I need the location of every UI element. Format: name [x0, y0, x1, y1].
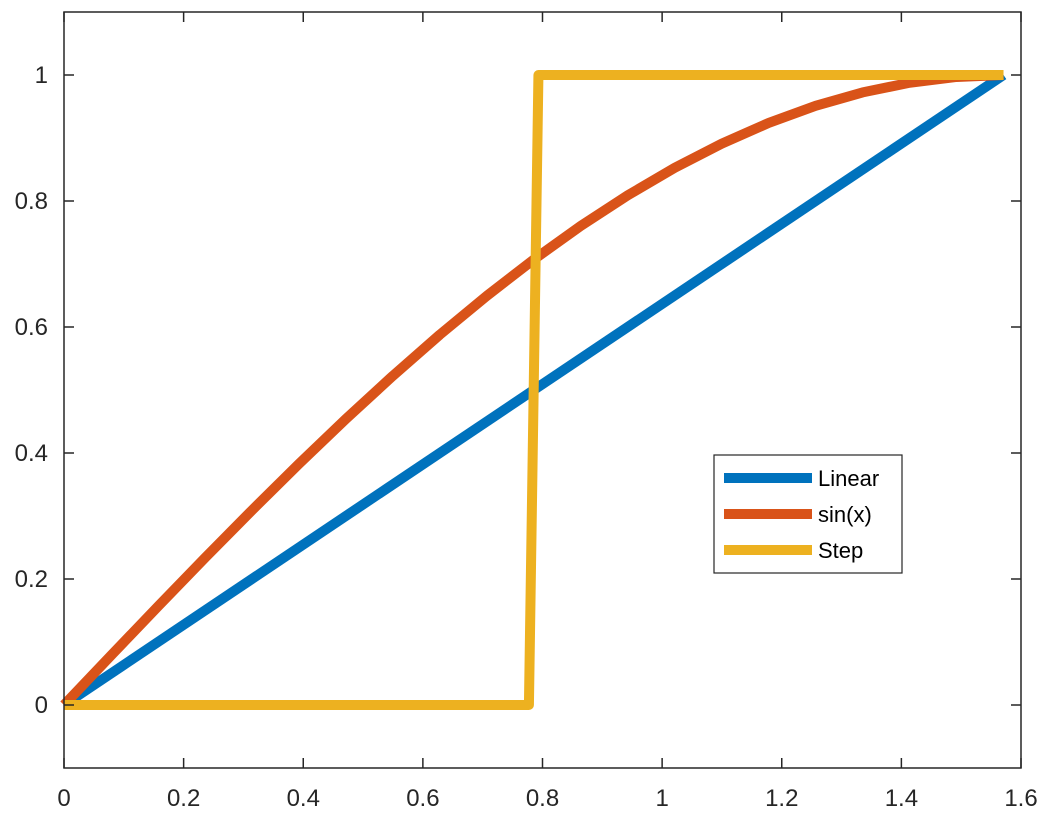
series-line-2	[64, 70, 1004, 710]
y-tick-label: 1	[35, 62, 48, 89]
x-tick-label: 1.2	[765, 785, 798, 812]
x-tick-label: 0	[57, 785, 70, 812]
x-tick-label: 0.2	[167, 785, 200, 812]
series-layer	[60, 70, 1007, 710]
y-tick-label: 0.2	[15, 566, 48, 593]
y-tick-label: 0.8	[15, 188, 48, 215]
x-tick-label: 1	[655, 785, 668, 812]
x-tick-label: 0.8	[526, 785, 559, 812]
x-tick-label: 1.6	[1004, 785, 1037, 812]
y-tick-label: 0	[35, 692, 48, 719]
ticks-layer: 0 0.2 0.4 0.6 0.8 1 1.2 1.4 1.6 0 0.2 0.4 0.6 0.8 1	[15, 12, 1038, 812]
legend-label: sin(x)	[818, 502, 872, 527]
y-tick-label: 0.4	[15, 440, 48, 467]
x-tick-label: 1.4	[885, 785, 918, 812]
x-tick-label: 0.6	[406, 785, 439, 812]
legend-label: Step	[818, 538, 863, 563]
legend: Linear sin(x) Step	[713, 454, 903, 574]
y-tick-label: 0.6	[15, 314, 48, 341]
x-tick-label: 0.4	[287, 785, 320, 812]
legend-label: Linear	[818, 466, 879, 491]
